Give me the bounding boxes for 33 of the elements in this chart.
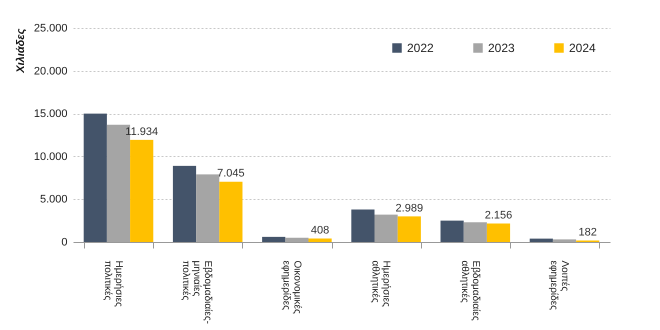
bar bbox=[84, 114, 107, 242]
bar bbox=[308, 238, 332, 242]
data-label: 11.934 bbox=[125, 126, 158, 138]
y-tick-label: 5.000 bbox=[40, 194, 68, 206]
x-tick-label: Ημερήσιες πολιτικές bbox=[102, 260, 124, 308]
bar bbox=[219, 182, 242, 242]
y-axis-title: Χιλιάδες bbox=[14, 28, 27, 74]
y-tick-label: 0 bbox=[61, 236, 68, 248]
bar bbox=[262, 236, 286, 242]
data-label: 2.989 bbox=[396, 202, 424, 214]
x-tick-label: Εβδομαδιαίες αθλητικές bbox=[458, 260, 481, 321]
x-tick-label: Οικονομικές εφημερίδες bbox=[280, 260, 302, 314]
x-tick-label: Εβδομαδιαίες-μηνιαίες πολιτικές bbox=[180, 260, 214, 324]
data-label: 2.156 bbox=[484, 210, 512, 222]
legend-label: 2024 bbox=[569, 41, 596, 55]
bar bbox=[530, 238, 553, 242]
data-label: 182 bbox=[578, 226, 597, 238]
bar bbox=[398, 216, 421, 242]
bar bbox=[351, 209, 375, 242]
x-tick-label: Λοιπές εφημερίδες bbox=[548, 260, 570, 310]
y-tick-label: 25.000 bbox=[34, 22, 68, 34]
legend-label: 2022 bbox=[407, 41, 434, 55]
bar bbox=[486, 224, 510, 242]
data-label: 7.045 bbox=[217, 168, 245, 180]
y-tick-label: 20.000 bbox=[34, 65, 68, 78]
x-tick-label: Ημερήσιες αθλητικές bbox=[370, 260, 392, 308]
legend-label: 2023 bbox=[488, 41, 516, 55]
bar bbox=[130, 140, 154, 242]
y-tick-label: 10.000 bbox=[34, 150, 68, 163]
data-label: 408 bbox=[310, 224, 330, 237]
y-tick-label: 15.000 bbox=[34, 108, 68, 120]
bar bbox=[440, 220, 464, 242]
bar bbox=[172, 166, 196, 242]
